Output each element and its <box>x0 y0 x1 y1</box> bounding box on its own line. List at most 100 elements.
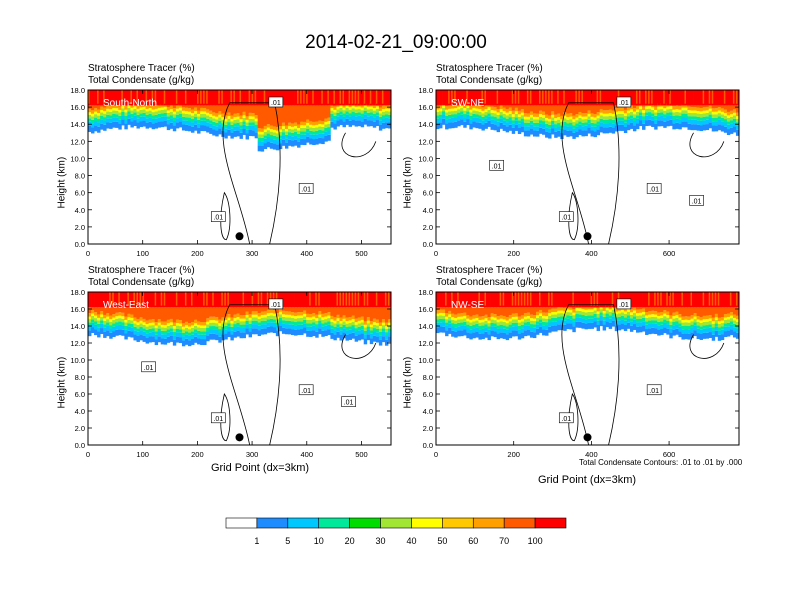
x-axis-label-west-east: Grid Point (dx=3km) <box>210 462 310 474</box>
x-tick-label: 300 <box>246 450 259 459</box>
y-tick-label: 18.0 <box>70 288 85 297</box>
contour-label-box <box>646 183 662 194</box>
contour-label: .01 <box>561 215 571 222</box>
contour-line <box>689 132 725 158</box>
contour-label-box <box>558 211 574 222</box>
x-tick-label: 0 <box>434 450 438 459</box>
y-tick-label: 6.0 <box>423 390 433 399</box>
colorbar-label: 1 <box>254 536 259 546</box>
panel-direction-label: West-East <box>103 300 149 311</box>
contour-label: .01 <box>213 416 223 423</box>
contour-line <box>341 132 377 158</box>
x-tick-label: 400 <box>301 450 314 459</box>
contour-label: .01 <box>649 186 659 193</box>
colorbar-swatch <box>318 517 350 529</box>
y-tick-label: 8.0 <box>423 172 433 181</box>
contour-label-box <box>689 195 704 206</box>
colorbar-label: 50 <box>437 536 447 546</box>
x-tick-label: 200 <box>191 249 204 258</box>
colorbar-swatch <box>503 517 536 529</box>
y-tick-label: 16.0 <box>70 305 85 314</box>
contour-label: .01 <box>144 365 154 372</box>
colorbar-swatch <box>225 517 258 529</box>
panel-group-south-north: .01 .01 .01 South-North 0.0 2.0 4.0 6.0 8.0 10.0 1… <box>70 86 392 258</box>
colorbar-label: 5 <box>285 536 290 546</box>
panel-title-west-east: Stratosphere Tracer (%) Total Condensate… <box>88 265 195 289</box>
colorbar-label: 70 <box>499 536 509 546</box>
x-tick-label: 100 <box>136 249 149 258</box>
contour-label-box <box>298 384 314 396</box>
y-tick-label: 2.0 <box>75 424 85 433</box>
x-tick-label: 300 <box>246 249 259 258</box>
contour-line <box>689 334 725 359</box>
panel-title-line1: Stratosphere Tracer (%) <box>88 63 195 74</box>
contour-label-box <box>210 211 226 222</box>
x-tick-label: 500 <box>355 249 368 258</box>
panel-title-line1: Stratosphere Tracer (%) <box>436 63 543 74</box>
contour-label: .01 <box>619 100 629 107</box>
contour-label: .01 <box>301 186 311 193</box>
colorbar-swatch <box>256 517 289 529</box>
x-tick-label: 0 <box>86 450 90 459</box>
y-tick-label: 6.0 <box>423 189 433 198</box>
y-tick-label: 0.0 <box>423 441 433 450</box>
y-axis-label-sw-ne: Height (km) <box>402 156 414 209</box>
y-tick-label: 4.0 <box>423 206 433 215</box>
contour-label: .01 <box>492 163 502 170</box>
x-tick-label: 200 <box>507 249 520 258</box>
tracer-field <box>436 292 739 341</box>
x-tick-label: 400 <box>585 249 598 258</box>
y-tick-label: 10.0 <box>70 356 85 365</box>
colorbar-label: 60 <box>468 536 478 546</box>
colorbar-swatch <box>442 517 474 529</box>
x-tick-label: 500 <box>355 450 368 459</box>
panel-title-line1: Stratosphere Tracer (%) <box>436 265 543 276</box>
colorbar-swatch <box>380 517 412 529</box>
x-tick-label: 0 <box>86 249 90 258</box>
colorbar-swatch <box>411 517 443 529</box>
colorbar-swatch <box>472 517 505 529</box>
y-tick-label: 14.0 <box>70 120 85 129</box>
colorbar-swatch <box>349 517 381 529</box>
contour-label-box <box>341 396 356 407</box>
y-tick-label: 18.0 <box>70 86 85 95</box>
contour-label: .01 <box>692 198 702 205</box>
contour-label-box <box>268 96 284 108</box>
y-tick-label: 6.0 <box>75 390 85 399</box>
colorbar-label: 100 <box>528 536 543 546</box>
y-tick-label: 4.0 <box>423 407 433 416</box>
y-tick-label: 2.0 <box>423 223 433 232</box>
x-tick-label: 400 <box>301 249 314 258</box>
x-tick-label: 600 <box>663 249 676 258</box>
panel-direction-label: SW-NE <box>451 98 484 109</box>
contour-label-box <box>141 361 156 373</box>
panel-title-sw-ne: Stratosphere Tracer (%) Total Condensate… <box>436 63 543 87</box>
contour-label: .01 <box>271 302 281 309</box>
figure-title: 2014-02-21_09:00:00 <box>305 32 487 53</box>
location-marker-dot <box>235 232 244 241</box>
y-tick-label: 10.0 <box>418 356 433 365</box>
contour-label-box <box>210 412 226 424</box>
panel-direction-label: NW-SE <box>451 300 484 311</box>
tracer-field <box>436 90 739 139</box>
y-tick-label: 10.0 <box>418 154 433 163</box>
y-axis-label-south-north: Height (km) <box>56 156 68 209</box>
x-axis-label-nw-se: Grid Point (dx=3km) <box>537 474 637 486</box>
contour-label-box <box>489 159 504 171</box>
tracer-field <box>88 90 391 152</box>
contour-label: .01 <box>344 400 354 407</box>
x-tick-label: 200 <box>507 450 520 459</box>
contour-label-box <box>616 96 632 108</box>
y-tick-label: 10.0 <box>70 154 85 163</box>
contour-label: .01 <box>271 100 281 107</box>
y-tick-label: 4.0 <box>75 206 85 215</box>
panel-title-south-north: Stratosphere Tracer (%) Total Condensate… <box>88 63 195 87</box>
colorbar-swatch <box>534 517 567 529</box>
contour-label: .01 <box>301 388 311 395</box>
colorbar: 1 5 10 20 30 40 50 60 70 100 <box>225 517 567 546</box>
plot-frame <box>435 291 740 446</box>
contour-info-note: Total Condensate Contours: .01 to .01 by… <box>579 458 743 467</box>
y-tick-label: 12.0 <box>418 137 433 146</box>
y-tick-label: 18.0 <box>418 86 433 95</box>
